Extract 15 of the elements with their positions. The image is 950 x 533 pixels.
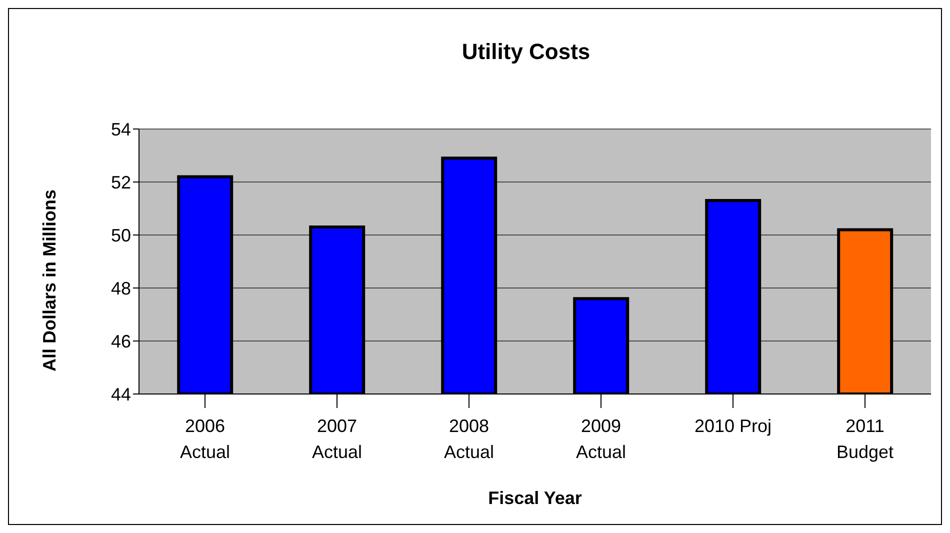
x-tick-label: 2007 Actual [312,416,362,462]
y-tick-label: 52 [110,172,131,192]
y-tick-label: 44 [110,384,131,404]
chart-title: Utility Costs [462,39,590,64]
x-tick-label: 2009 Actual [576,416,626,462]
y-tick-label: 46 [110,331,131,352]
x-tick-label: 2011 Budget [836,416,894,462]
y-tick-label: 48 [110,278,131,298]
x-tick-label: 2010 Proj [694,416,772,436]
y-tick-label: 54 [110,119,131,140]
y-tick-label: 50 [110,225,131,246]
x-tick-label: 2008 Actual [444,416,494,462]
x-axis-title: Fiscal Year [488,488,582,508]
x-tick-label: 2006 Actual [180,416,230,462]
y-axis-title: All Dollars in Millions [39,189,60,372]
